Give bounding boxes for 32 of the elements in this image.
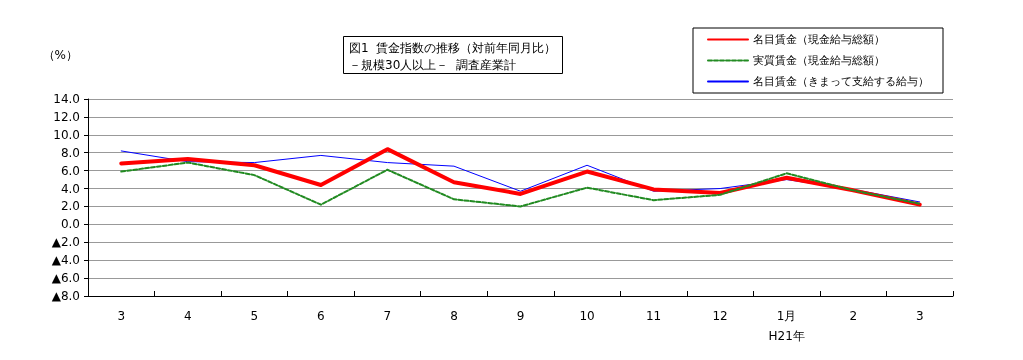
y-tick-label: ▲8.0 — [51, 289, 80, 303]
y-tick-label: 4.0 — [60, 181, 80, 196]
x-tick-label: 8 — [450, 309, 458, 323]
y-tick-label: ▲6.0 — [51, 271, 80, 286]
x-tick-label: 12 — [712, 309, 728, 323]
x-tick-label: 5 — [250, 309, 259, 323]
y-tick-label: 2.0 — [60, 199, 80, 214]
chart-subtitle: －規模30人以上－ 調査産業計 — [349, 58, 516, 72]
x-tick-label: 7 — [383, 309, 392, 323]
y-tick-label: ▲4.0 — [51, 253, 80, 268]
y-axis-title: （%） — [42, 48, 78, 62]
x-tick-label: 11 — [645, 309, 662, 323]
y-tick-label: 10.0 — [53, 127, 80, 142]
x-tick-label: 2 — [849, 309, 858, 323]
y-tick-label: 6.0 — [60, 163, 80, 178]
x-tick-label: 1月 H21年 — [768, 309, 805, 343]
y-tick-label: 12.0 — [53, 109, 80, 124]
x-tick-label: 3 — [915, 309, 924, 323]
y-tick-label: ▲2.0 — [51, 235, 80, 250]
x-tick-label: 9 — [516, 309, 525, 323]
x-tick-label: 3 — [117, 309, 126, 323]
legend-label: 名目賃金（きまって支給する給与） — [753, 75, 929, 88]
x-tick-label: 6 — [317, 309, 325, 323]
legend-label: 名目賃金（現金給与総額） — [753, 33, 885, 46]
legend-label: 実質賃金（現金給与総額） — [753, 54, 885, 67]
y-tick-label: 14.0 — [53, 92, 80, 106]
line-series — [120, 161, 921, 208]
x-tick-label: 10 — [579, 309, 595, 323]
chart-title: 図1 賃金指数の推移（対前年同月比） — [349, 40, 557, 55]
x-tick-label: 4 — [183, 309, 192, 323]
y-tick-label: 0.0 — [60, 217, 80, 232]
y-tick-label: 8.0 — [60, 145, 80, 160]
